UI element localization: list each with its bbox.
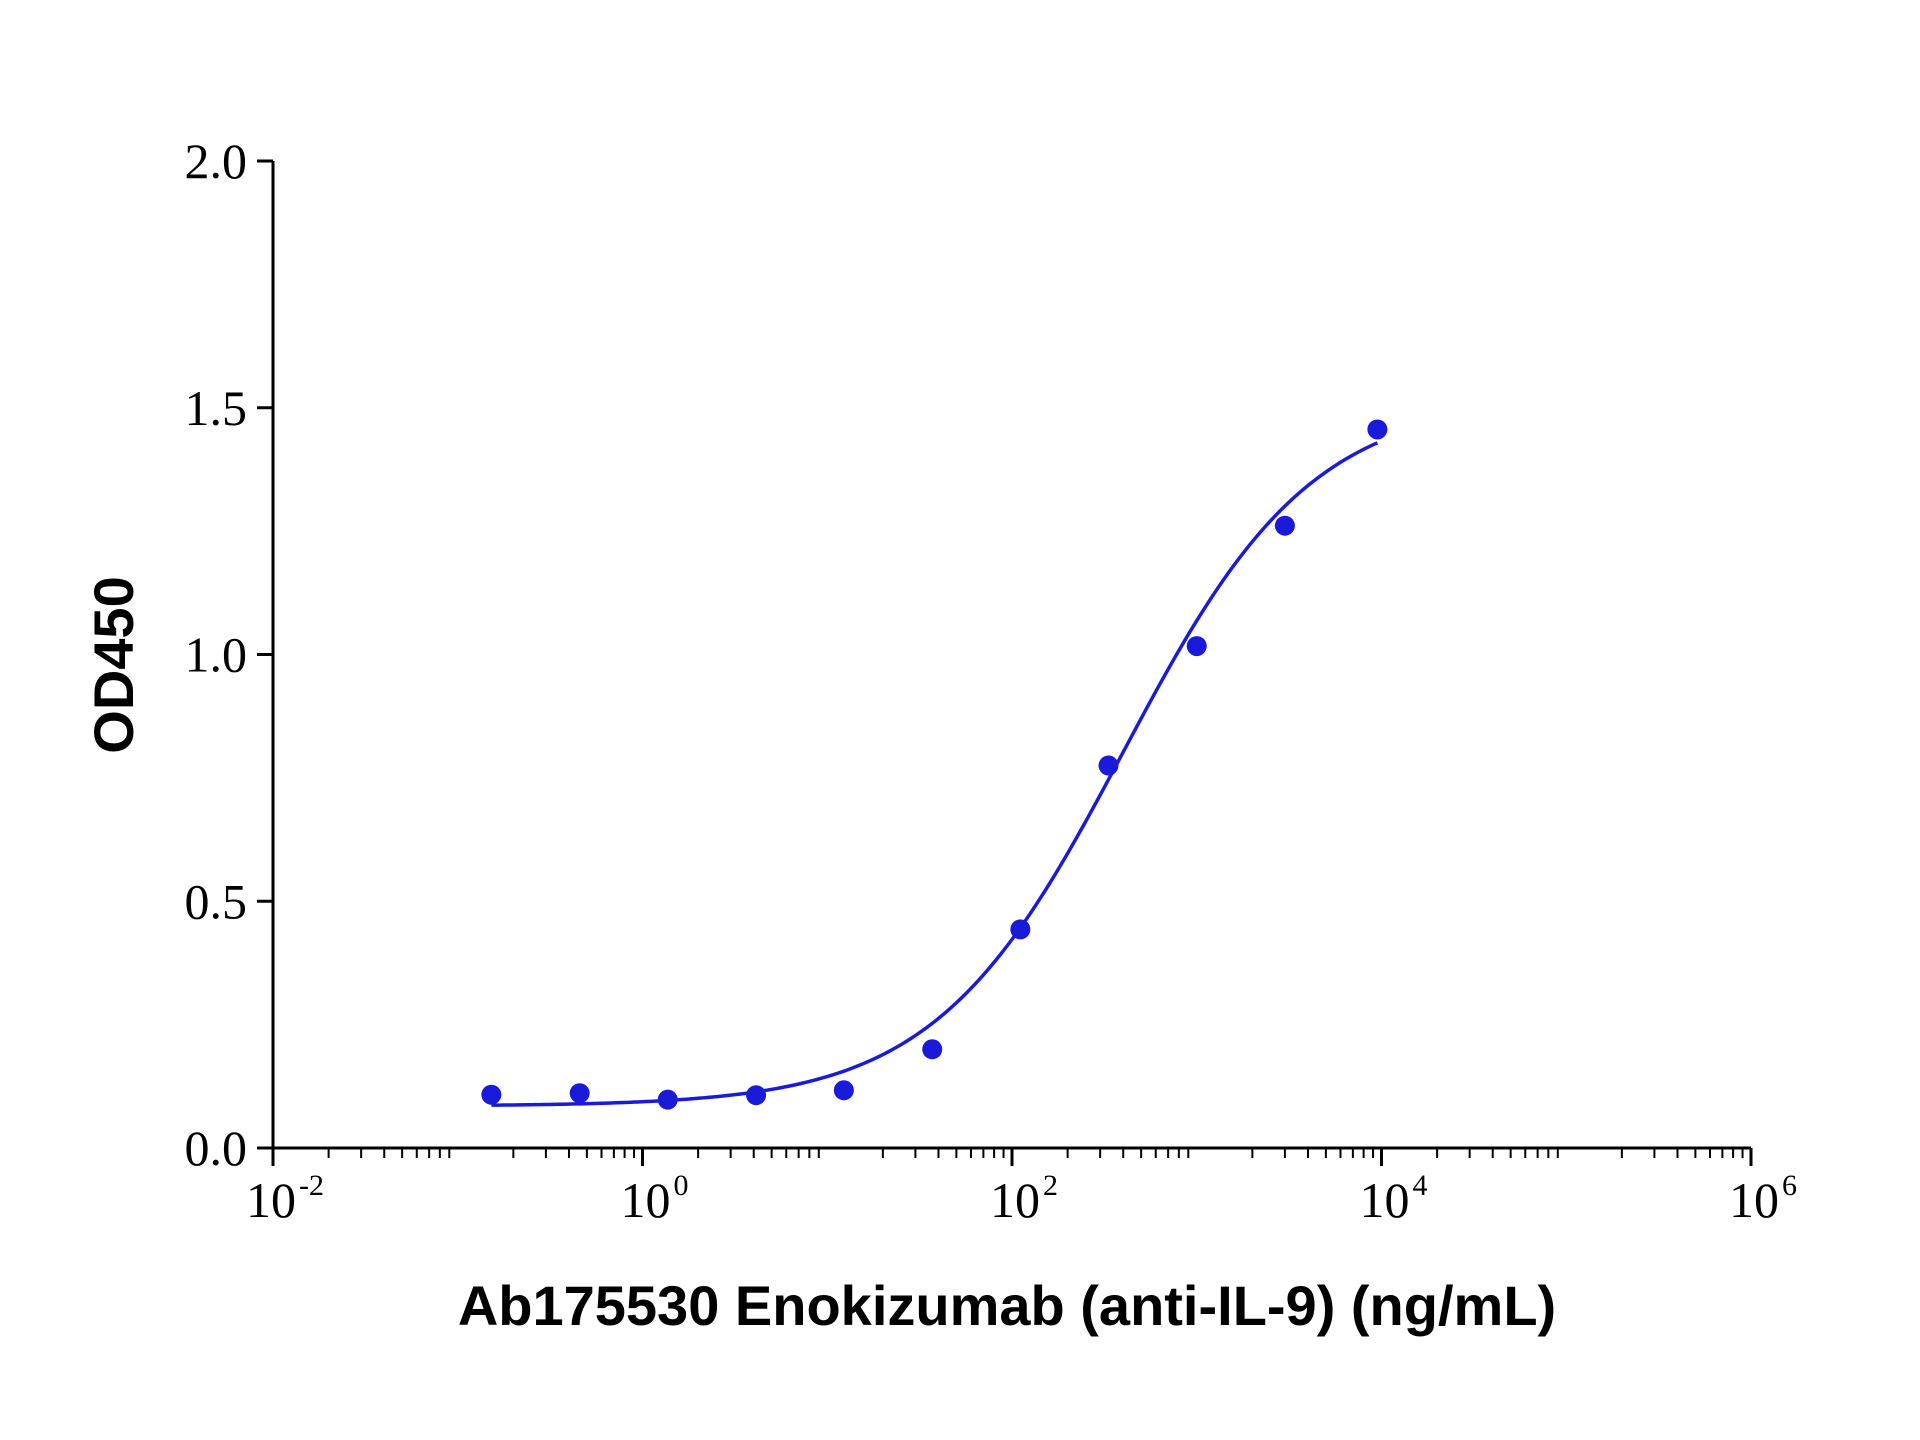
data-point bbox=[746, 1085, 767, 1106]
x-tick-label: 10 4 bbox=[1360, 1169, 1428, 1228]
y-axis-title: OD450 bbox=[82, 576, 145, 753]
y-tick-label: 0.5 bbox=[185, 873, 248, 929]
data-point bbox=[833, 1080, 854, 1101]
x-axis: 10 -2 10 0 10 2 10 4 10 6 bbox=[246, 1146, 1797, 1228]
data-point bbox=[922, 1039, 943, 1060]
x-tick-label: 10 0 bbox=[621, 1169, 689, 1228]
x-tick-label: 10 -2 bbox=[246, 1169, 324, 1228]
data-point bbox=[481, 1084, 502, 1105]
data-point bbox=[1186, 636, 1207, 657]
x-axis-title: Ab175530 Enokizumab (anti-IL-9) (ng/mL) bbox=[458, 1274, 1556, 1337]
data-point bbox=[657, 1089, 678, 1110]
y-axis: 0.0 0.5 1.0 1.5 2.0 bbox=[185, 133, 275, 1176]
x-tick-label: 10 2 bbox=[990, 1169, 1058, 1228]
y-tick-label: 1.5 bbox=[185, 380, 248, 436]
fit-curve bbox=[491, 441, 1379, 1107]
data-point bbox=[1274, 515, 1295, 536]
data-point bbox=[1010, 919, 1031, 940]
y-tick-label: 0.0 bbox=[185, 1120, 248, 1176]
plot-area bbox=[481, 419, 1388, 1110]
data-point bbox=[1367, 419, 1388, 440]
x-tick-label: 10 6 bbox=[1729, 1169, 1797, 1228]
data-point bbox=[569, 1083, 590, 1104]
y-tick-label: 2.0 bbox=[185, 133, 248, 189]
data-point bbox=[1098, 755, 1119, 776]
y-tick-label: 1.0 bbox=[185, 627, 248, 683]
